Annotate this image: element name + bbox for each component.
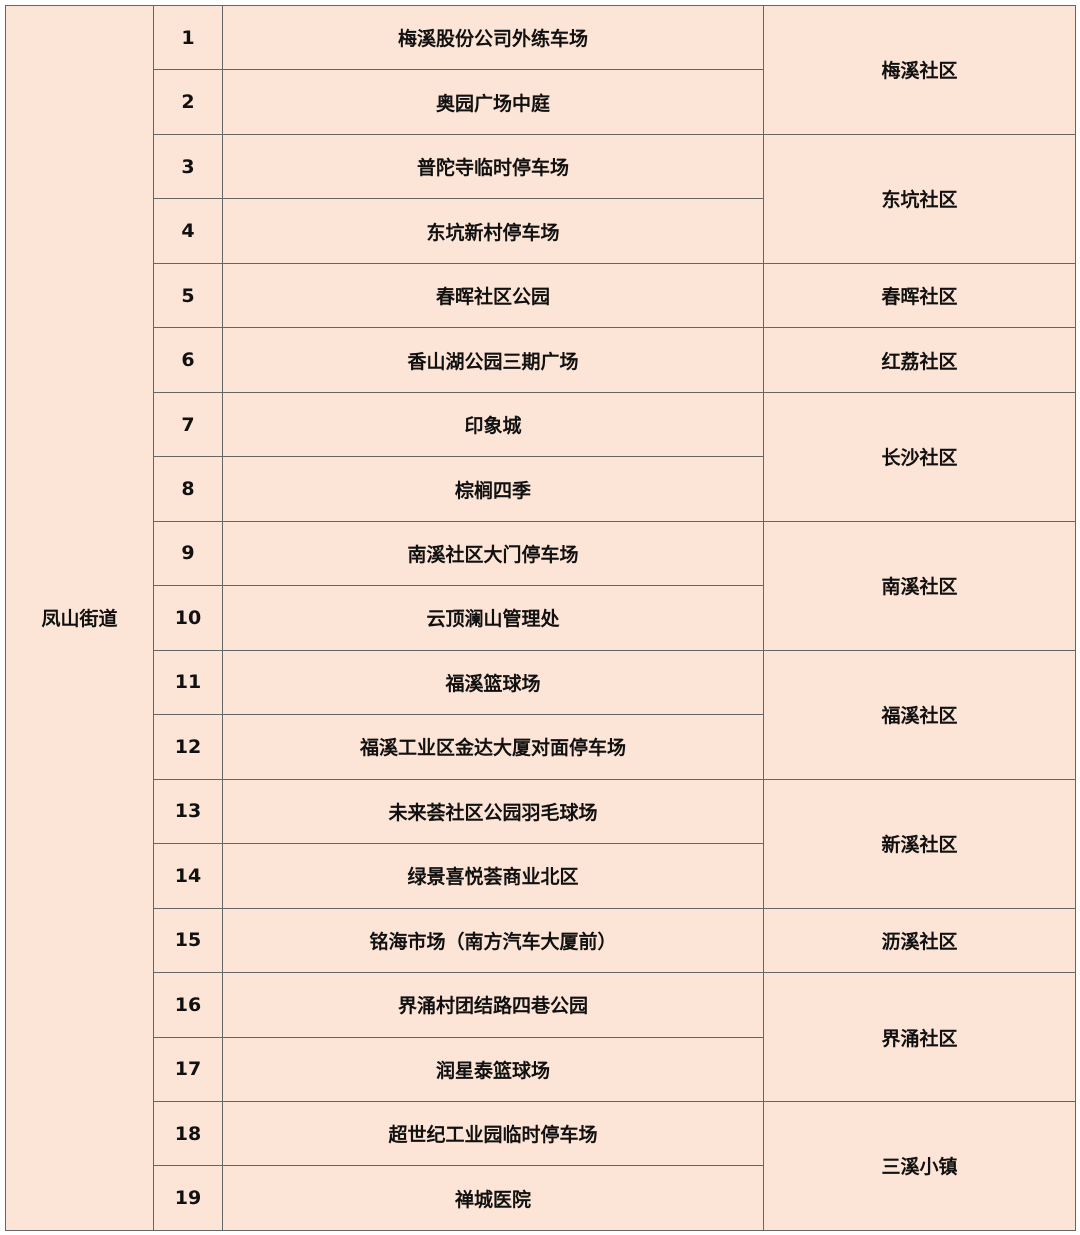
number-cell: 17 (153, 1036, 223, 1102)
number-cell: 15 (153, 907, 223, 974)
number-cell: 4 (153, 198, 223, 264)
table-row: 17 润星泰篮球场 (6, 1036, 1076, 1102)
table-row: 4 东坑新村停车场 (6, 198, 1076, 264)
table-row: 15 铭海市场（南方汽车大厦前） 沥溪社区 (6, 907, 1076, 974)
site-cell: 东坑新村停车场 (222, 198, 764, 264)
table-row: 6 香山湖公园三期广场 红荔社区 (6, 327, 1076, 393)
site-cell: 绿景喜悦荟商业北区 (222, 843, 764, 909)
number-cell: 8 (153, 456, 223, 522)
table-row: 13 未来荟社区公园羽毛球场 新溪社区 (6, 778, 1076, 909)
number-cell: 5 (153, 262, 223, 329)
number-cell: 10 (153, 585, 223, 651)
site-cell: 超世纪工业园临时停车场 (222, 1100, 764, 1167)
number-cell: 13 (153, 778, 223, 845)
community-cell: 梅溪社区 (763, 5, 1076, 135)
community-cell: 沥溪社区 (763, 907, 1076, 974)
community-cell: 南溪社区 (763, 520, 1076, 651)
number-cell: 14 (153, 843, 223, 909)
table-row: 凤山街道 1 梅溪股份公司外练车场 梅溪社区 (5, 4, 1076, 1231)
community-cell: 红荔社区 (763, 327, 1076, 393)
table-row: 16 界涌村团结路四巷公园 界涌社区 (6, 972, 1076, 1102)
number-cell: 1 (153, 4, 223, 71)
table-body: 凤山街道 1 梅溪股份公司外练车场 梅溪社区 2 奥园广场中庭 3 普陀寺临时停车场 东坑社区 4… (5, 4, 1076, 1231)
site-cell: 梅溪股份公司外练车场 (222, 4, 764, 71)
table-row: 12 福溪工业区金达大厦对面停车场 (6, 714, 1076, 780)
site-cell: 福溪篮球场 (222, 649, 764, 716)
site-cell: 润星泰篮球场 (222, 1036, 764, 1102)
number-cell: 7 (153, 391, 223, 458)
site-cell: 铭海市场（南方汽车大厦前） (222, 907, 764, 974)
table-row: 2 奥园广场中庭 (6, 69, 1076, 135)
community-cell: 春晖社区 (763, 262, 1076, 329)
site-cell: 南溪社区大门停车场 (222, 520, 764, 587)
community-cell: 东坑社区 (763, 133, 1076, 264)
site-cell: 未来荟社区公园羽毛球场 (222, 778, 764, 845)
site-cell: 香山湖公园三期广场 (222, 327, 764, 393)
table-row: 10 云顶澜山管理处 (6, 585, 1076, 651)
community-cell: 三溪小镇 (763, 1100, 1076, 1231)
number-cell: 2 (153, 69, 223, 135)
table-row: 11 福溪篮球场 福溪社区 (6, 649, 1076, 780)
site-cell: 棕榈四季 (222, 456, 764, 522)
table-row: 9 南溪社区大门停车场 南溪社区 (6, 520, 1076, 651)
site-cell: 界涌村团结路四巷公园 (222, 972, 764, 1038)
community-cell: 新溪社区 (763, 778, 1076, 909)
site-cell: 禅城医院 (222, 1165, 764, 1231)
table-row: 14 绿景喜悦荟商业北区 (6, 843, 1076, 909)
table-row: 19 禅城医院 (6, 1165, 1076, 1231)
table-row: 3 普陀寺临时停车场 东坑社区 (6, 133, 1076, 264)
site-cell: 福溪工业区金达大厦对面停车场 (222, 714, 764, 780)
table-row: 5 春晖社区公园 春晖社区 (6, 262, 1076, 329)
table-row: 18 超世纪工业园临时停车场 三溪小镇 (6, 1100, 1076, 1231)
site-cell: 云顶澜山管理处 (222, 585, 764, 651)
community-cell: 福溪社区 (763, 649, 1076, 780)
number-cell: 6 (153, 327, 223, 393)
table-row: 8 棕榈四季 (6, 456, 1076, 522)
table-row: 7 印象城 长沙社区 (6, 391, 1076, 522)
district-cell: 凤山街道 (5, 5, 154, 1231)
site-cell: 奥园广场中庭 (222, 69, 764, 135)
number-cell: 12 (153, 714, 223, 780)
site-cell: 印象城 (222, 391, 764, 458)
community-cell: 界涌社区 (763, 972, 1076, 1102)
community-cell: 长沙社区 (763, 391, 1076, 522)
number-cell: 11 (153, 649, 223, 716)
number-cell: 19 (153, 1165, 223, 1231)
site-cell: 春晖社区公园 (222, 262, 764, 329)
number-cell: 3 (153, 133, 223, 200)
number-cell: 16 (153, 972, 223, 1038)
number-cell: 18 (153, 1100, 223, 1167)
number-cell: 9 (153, 520, 223, 587)
site-cell: 普陀寺临时停车场 (222, 133, 764, 200)
site-table: 凤山街道 1 梅溪股份公司外练车场 梅溪社区 2 奥园广场中庭 3 普陀寺临时停车场 东坑社区 4… (5, 4, 1076, 1231)
